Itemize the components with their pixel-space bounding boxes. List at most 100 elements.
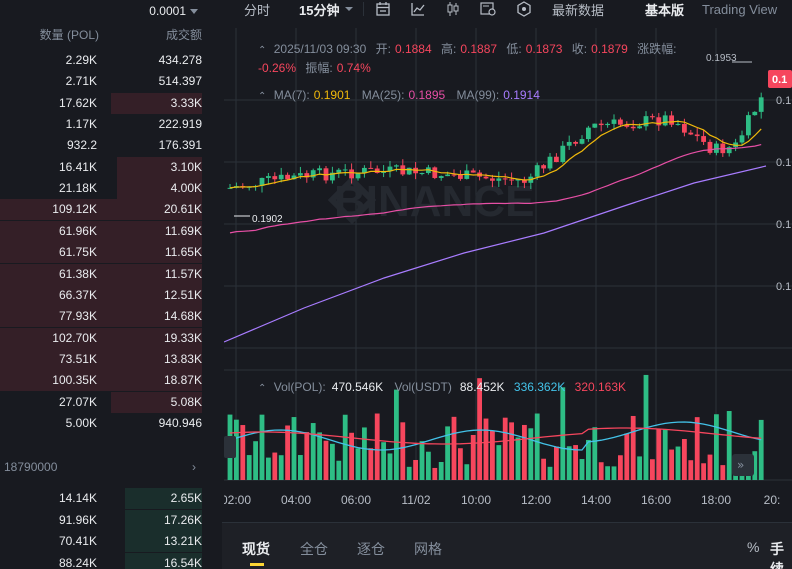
- ask-row[interactable]: 100.35K 18.87K: [0, 370, 212, 392]
- scroll-right-button: [732, 454, 754, 476]
- ask-row[interactable]: 17.62K 3.33K: [0, 92, 212, 114]
- ask-row[interactable]: 61.96K 11.69K: [0, 220, 212, 242]
- candle-body: [387, 166, 393, 172]
- volume-bar: [752, 451, 758, 480]
- volume-bar: [515, 437, 521, 480]
- candle-body: [554, 156, 559, 163]
- ask-row[interactable]: 5.00K 940.946: [0, 413, 212, 434]
- settings-icon[interactable]: [516, 0, 532, 18]
- volume-bar: [458, 448, 463, 480]
- ask-amount: 21.18K: [58, 181, 97, 196]
- candle-body: [726, 147, 732, 154]
- ask-amount: 61.38K: [58, 266, 97, 281]
- interval-dropdown[interactable]: 15分钟: [299, 0, 354, 18]
- amplitude-value: 0.74%: [336, 61, 371, 75]
- volume-bar: [310, 423, 316, 480]
- volume-bar: [624, 433, 630, 480]
- basic-view-tab[interactable]: 基本版: [645, 2, 685, 18]
- ask-row[interactable]: 932.2 176.391: [0, 135, 212, 156]
- ask-amount: 109.12K: [52, 202, 97, 217]
- candle-body: [758, 97, 764, 112]
- candle-body: [579, 139, 585, 144]
- line-chart-icon[interactable]: [410, 0, 426, 18]
- ask-row[interactable]: 61.75K 11.65K: [0, 242, 212, 264]
- ask-row[interactable]: 21.18K 4.00K: [0, 178, 212, 200]
- tradingview-tab[interactable]: Trading View: [702, 1, 778, 17]
- ask-depth-bar: [0, 327, 202, 349]
- ask-row[interactable]: 73.51K 13.83K: [0, 348, 212, 370]
- ask-row[interactable]: 66.37K 12.51K: [0, 284, 212, 306]
- candle-body: [656, 117, 662, 126]
- volume-bar: [413, 459, 418, 480]
- calendar-icon[interactable]: [375, 0, 391, 18]
- vol-pol-value: 470.546K: [331, 380, 384, 394]
- tab-isolated-margin[interactable]: 逐仓: [357, 541, 385, 557]
- ask-total: 940.946: [158, 415, 202, 430]
- candle-body: [522, 179, 527, 183]
- ask-total: 434.278: [158, 53, 202, 67]
- ask-row[interactable]: 102.70K 19.33K: [0, 327, 212, 349]
- volume-bar: [496, 445, 502, 480]
- bid-amount: 88.24K: [58, 555, 97, 569]
- volume-bar: [355, 448, 361, 480]
- bid-total: 17.26K: [163, 512, 202, 527]
- ask-amount: 102.70K: [52, 330, 97, 345]
- open-label: 开:: [375, 42, 391, 56]
- fee-link[interactable]: 手续: [770, 541, 784, 569]
- ask-row[interactable]: 109.12K 20.61K: [0, 199, 212, 221]
- ask-total: 176.391: [158, 138, 202, 153]
- bid-row[interactable]: 91.96K 17.26K: [0, 509, 212, 531]
- volume-bar: [419, 441, 425, 480]
- candle-body: [669, 115, 674, 125]
- latest-data-button[interactable]: 最新数据: [552, 2, 605, 18]
- ma99-line: [224, 165, 767, 343]
- ask-row[interactable]: 1.17K 222.919: [0, 114, 212, 135]
- volume-bar: [694, 417, 700, 480]
- ma7-value: 0.1901: [313, 88, 351, 102]
- ask-amount: 1.17K: [65, 117, 97, 132]
- ohlc-info-line2: -0.26% 振幅: 0.74%: [258, 59, 371, 76]
- candle-body: [406, 167, 412, 175]
- time-axis-label: 11/02: [401, 493, 430, 507]
- ask-row[interactable]: 27.07K 5.08K: [0, 391, 212, 413]
- ask-row[interactable]: 2.29K 434.278: [0, 50, 212, 71]
- kline-chart[interactable]: BINANCE 0.1953 0.1902 0.1 0.1 0.1 0.1 0.1 02:00 0…: [224, 28, 792, 518]
- volume-bar: [650, 459, 655, 480]
- ask-depth-bar: [111, 391, 202, 413]
- bid-row[interactable]: 14.14K 2.65K: [0, 488, 212, 509]
- candlestick-icon[interactable]: [445, 0, 461, 18]
- ask-row[interactable]: 77.93K 14.68K: [0, 306, 212, 328]
- chevron-right-icon: ›: [192, 460, 196, 474]
- chart-canvas[interactable]: BINANCE 0.1953 0.1902 0.1 0.1 0.1 0.1 0.1 02:00 0…: [224, 28, 792, 518]
- ask-amount: 5.00K: [65, 415, 97, 430]
- volume-bar: [445, 426, 450, 480]
- ask-row[interactable]: 2.71K 514.397: [0, 71, 212, 92]
- precision-dropdown[interactable]: 0.0001: [149, 4, 198, 18]
- percent-icon[interactable]: %: [747, 539, 760, 555]
- ask-row[interactable]: 61.38K 11.57K: [0, 263, 212, 285]
- bid-row[interactable]: 70.41K 13.21K: [0, 531, 212, 552]
- close-value: 0.1879: [591, 42, 628, 56]
- volume-bar: [675, 446, 681, 480]
- indicator-icon[interactable]: [480, 0, 498, 18]
- chevron-down-icon: [345, 7, 354, 11]
- open-value: 0.1884: [394, 42, 432, 56]
- ask-row[interactable]: 16.41K 3.10K: [0, 156, 212, 178]
- ma7-label: MA(7):: [273, 88, 310, 102]
- bid-row[interactable]: 88.24K 16.54K: [0, 552, 212, 569]
- ask-depth-bar: [0, 199, 202, 221]
- ask-depth-bar: [0, 348, 202, 370]
- volume-bar: [630, 415, 636, 480]
- tab-cross-margin[interactable]: 全仓: [300, 541, 328, 557]
- time-sharing-tab[interactable]: 分时: [244, 2, 271, 18]
- volume-bar: [502, 417, 508, 480]
- tab-grid[interactable]: 网格: [414, 541, 442, 557]
- interval-label: 15分钟: [299, 2, 340, 18]
- tab-spot[interactable]: 现货: [242, 541, 270, 566]
- price-axis-label: 0.1: [776, 219, 791, 231]
- volume-bar: [566, 446, 572, 480]
- mid-price-row[interactable]: 18790000 ›: [0, 456, 212, 478]
- candle-body: [349, 169, 354, 179]
- ask-total: 11.65K: [164, 245, 202, 260]
- chevron-up-icon: ⌃: [258, 45, 267, 56]
